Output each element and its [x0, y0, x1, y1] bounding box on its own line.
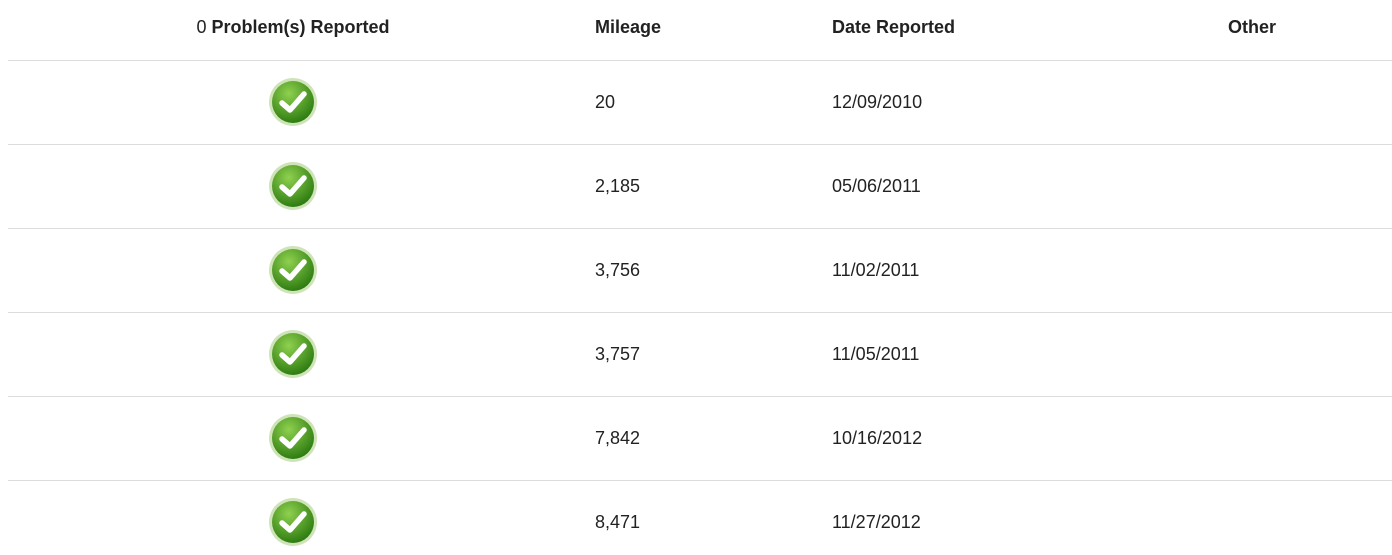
date-cell: 11/27/2012 [832, 512, 921, 532]
check-svg [269, 246, 317, 294]
row-divider [8, 480, 1392, 481]
check-svg [269, 78, 317, 126]
row-divider [8, 60, 1392, 61]
check-svg [269, 498, 317, 546]
mileage-cell: 3,756 [595, 260, 641, 280]
check-svg [269, 162, 317, 210]
row-divider [8, 396, 1392, 397]
date-cell: 12/09/2010 [832, 92, 923, 112]
check-svg [269, 330, 317, 378]
check-icon [268, 413, 318, 463]
problem-count: 0 [196, 17, 207, 37]
row-divider [8, 144, 1392, 145]
row-divider [8, 312, 1392, 313]
mileage-cell: 2,185 [595, 176, 641, 196]
date-cell: 11/05/2011 [832, 344, 920, 364]
date-cell: 11/02/2011 [832, 260, 920, 280]
check-icon [268, 329, 318, 379]
mileage-cell: 7,842 [595, 428, 641, 448]
check-icon [268, 77, 318, 127]
check-icon [268, 161, 318, 211]
date-cell: 10/16/2012 [832, 428, 923, 448]
problems-header: 0 Problem(s) Reported [0, 17, 586, 37]
mileage-header: Mileage [595, 17, 662, 37]
mileage-cell: 20 [595, 92, 616, 112]
other-header: Other [1227, 17, 1276, 37]
date-header: Date Reported [832, 17, 956, 37]
date-cell: 05/06/2011 [832, 176, 921, 196]
mileage-cell: 8,471 [595, 512, 641, 532]
problem-label: Problem(s) Reported [211, 17, 390, 37]
mileage-cell: 3,757 [595, 344, 641, 364]
check-icon [268, 497, 318, 547]
check-icon [268, 245, 318, 295]
check-svg [269, 414, 317, 462]
row-divider [8, 228, 1392, 229]
